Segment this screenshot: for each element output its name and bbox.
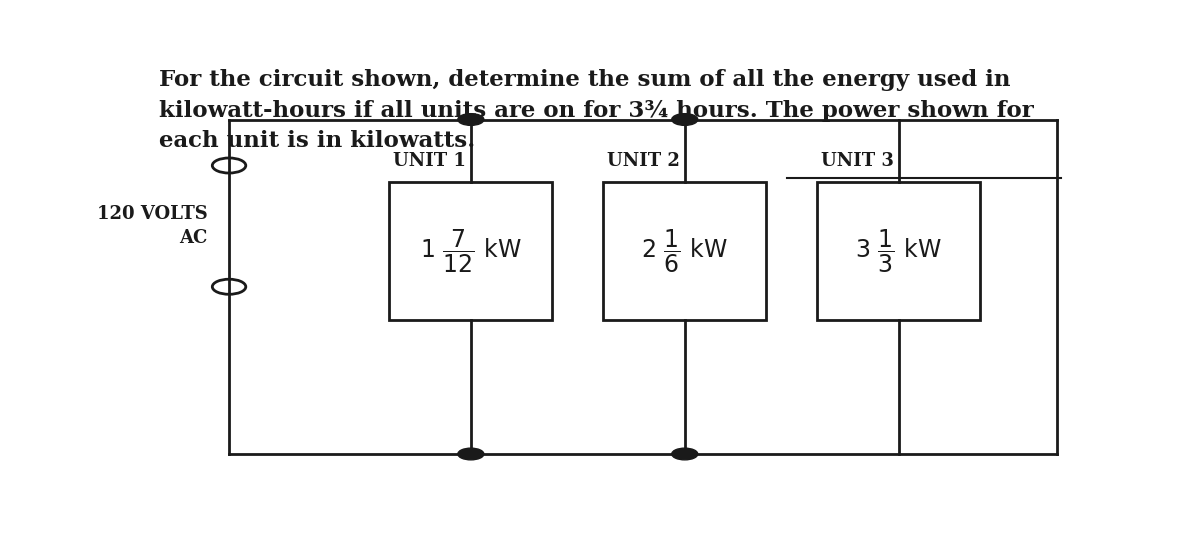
Text: UNIT 3: UNIT 3 <box>821 151 894 169</box>
Text: For the circuit shown, determine the sum of all the energy used in
kilowatt-hour: For the circuit shown, determine the sum… <box>160 70 1034 153</box>
Circle shape <box>672 448 697 460</box>
Text: UNIT 2: UNIT 2 <box>607 151 680 169</box>
Circle shape <box>672 113 697 125</box>
Circle shape <box>458 448 484 460</box>
Text: $\mathregular{1}\ \dfrac{\mathregular{7}}{\mathregular{12}}\ \mathregular{kW}$: $\mathregular{1}\ \dfrac{\mathregular{7}… <box>420 228 522 275</box>
Bar <box>817 182 980 320</box>
Text: $\mathregular{3}\ \dfrac{\mathregular{1}}{\mathregular{3}}\ \mathregular{kW}$: $\mathregular{3}\ \dfrac{\mathregular{1}… <box>856 228 942 275</box>
Bar <box>604 182 766 320</box>
Text: $\mathregular{2}\ \dfrac{\mathregular{1}}{\mathregular{6}}\ \mathregular{kW}$: $\mathregular{2}\ \dfrac{\mathregular{1}… <box>642 228 728 275</box>
Bar <box>390 182 552 320</box>
Text: UNIT 1: UNIT 1 <box>394 151 466 169</box>
Text: 120 VOLTS
AC: 120 VOLTS AC <box>97 205 208 247</box>
Circle shape <box>458 113 484 125</box>
